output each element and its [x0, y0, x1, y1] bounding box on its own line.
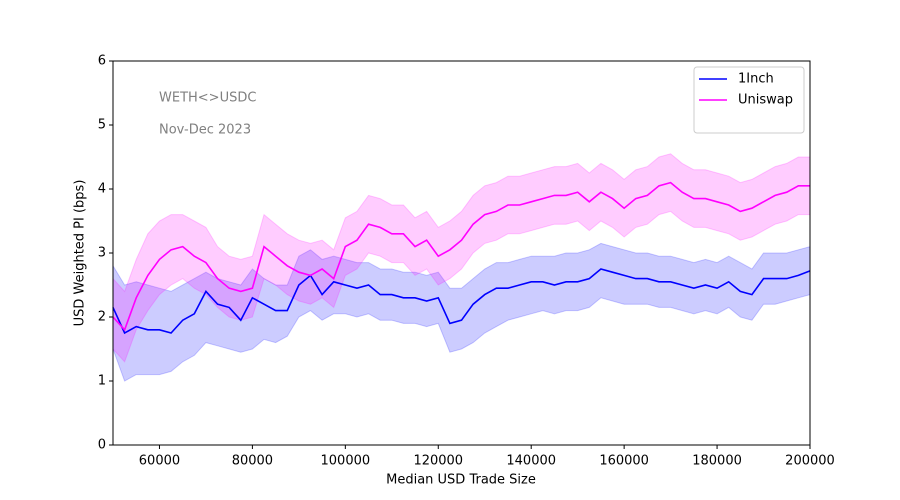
x-tick-label: 60000: [139, 454, 180, 469]
x-tick-label: 140000: [506, 454, 556, 469]
x-tick-label: 180000: [692, 454, 742, 469]
series-line: [112, 268, 811, 335]
series-line: [112, 181, 810, 332]
legend-label: 1Inch: [738, 72, 774, 87]
x-tick-label: 100000: [321, 454, 371, 469]
y-tick-label: 4: [98, 182, 106, 197]
y-tick-label: 2: [98, 310, 106, 325]
y-tick-label: 5: [98, 118, 106, 133]
x-tick-label: 80000: [232, 454, 273, 469]
annotation: Nov-Dec 2023: [159, 123, 251, 138]
x-tick-label: 200000: [785, 454, 835, 469]
legend-label: Uniswap: [738, 93, 793, 108]
x-tick-label: 120000: [413, 454, 463, 469]
y-axis-label: USD Weighted PI (bps): [73, 180, 88, 327]
x-axis-label: Median USD Trade Size: [386, 473, 536, 488]
annotation: WETH<>USDC: [159, 91, 256, 106]
y-tick-label: 0: [98, 438, 106, 453]
x-tick-label: 160000: [599, 454, 649, 469]
legend-box: [693, 66, 805, 134]
y-tick-label: 1: [98, 374, 106, 389]
y-tick-label: 6: [98, 54, 106, 69]
y-tick-label: 3: [98, 246, 106, 261]
